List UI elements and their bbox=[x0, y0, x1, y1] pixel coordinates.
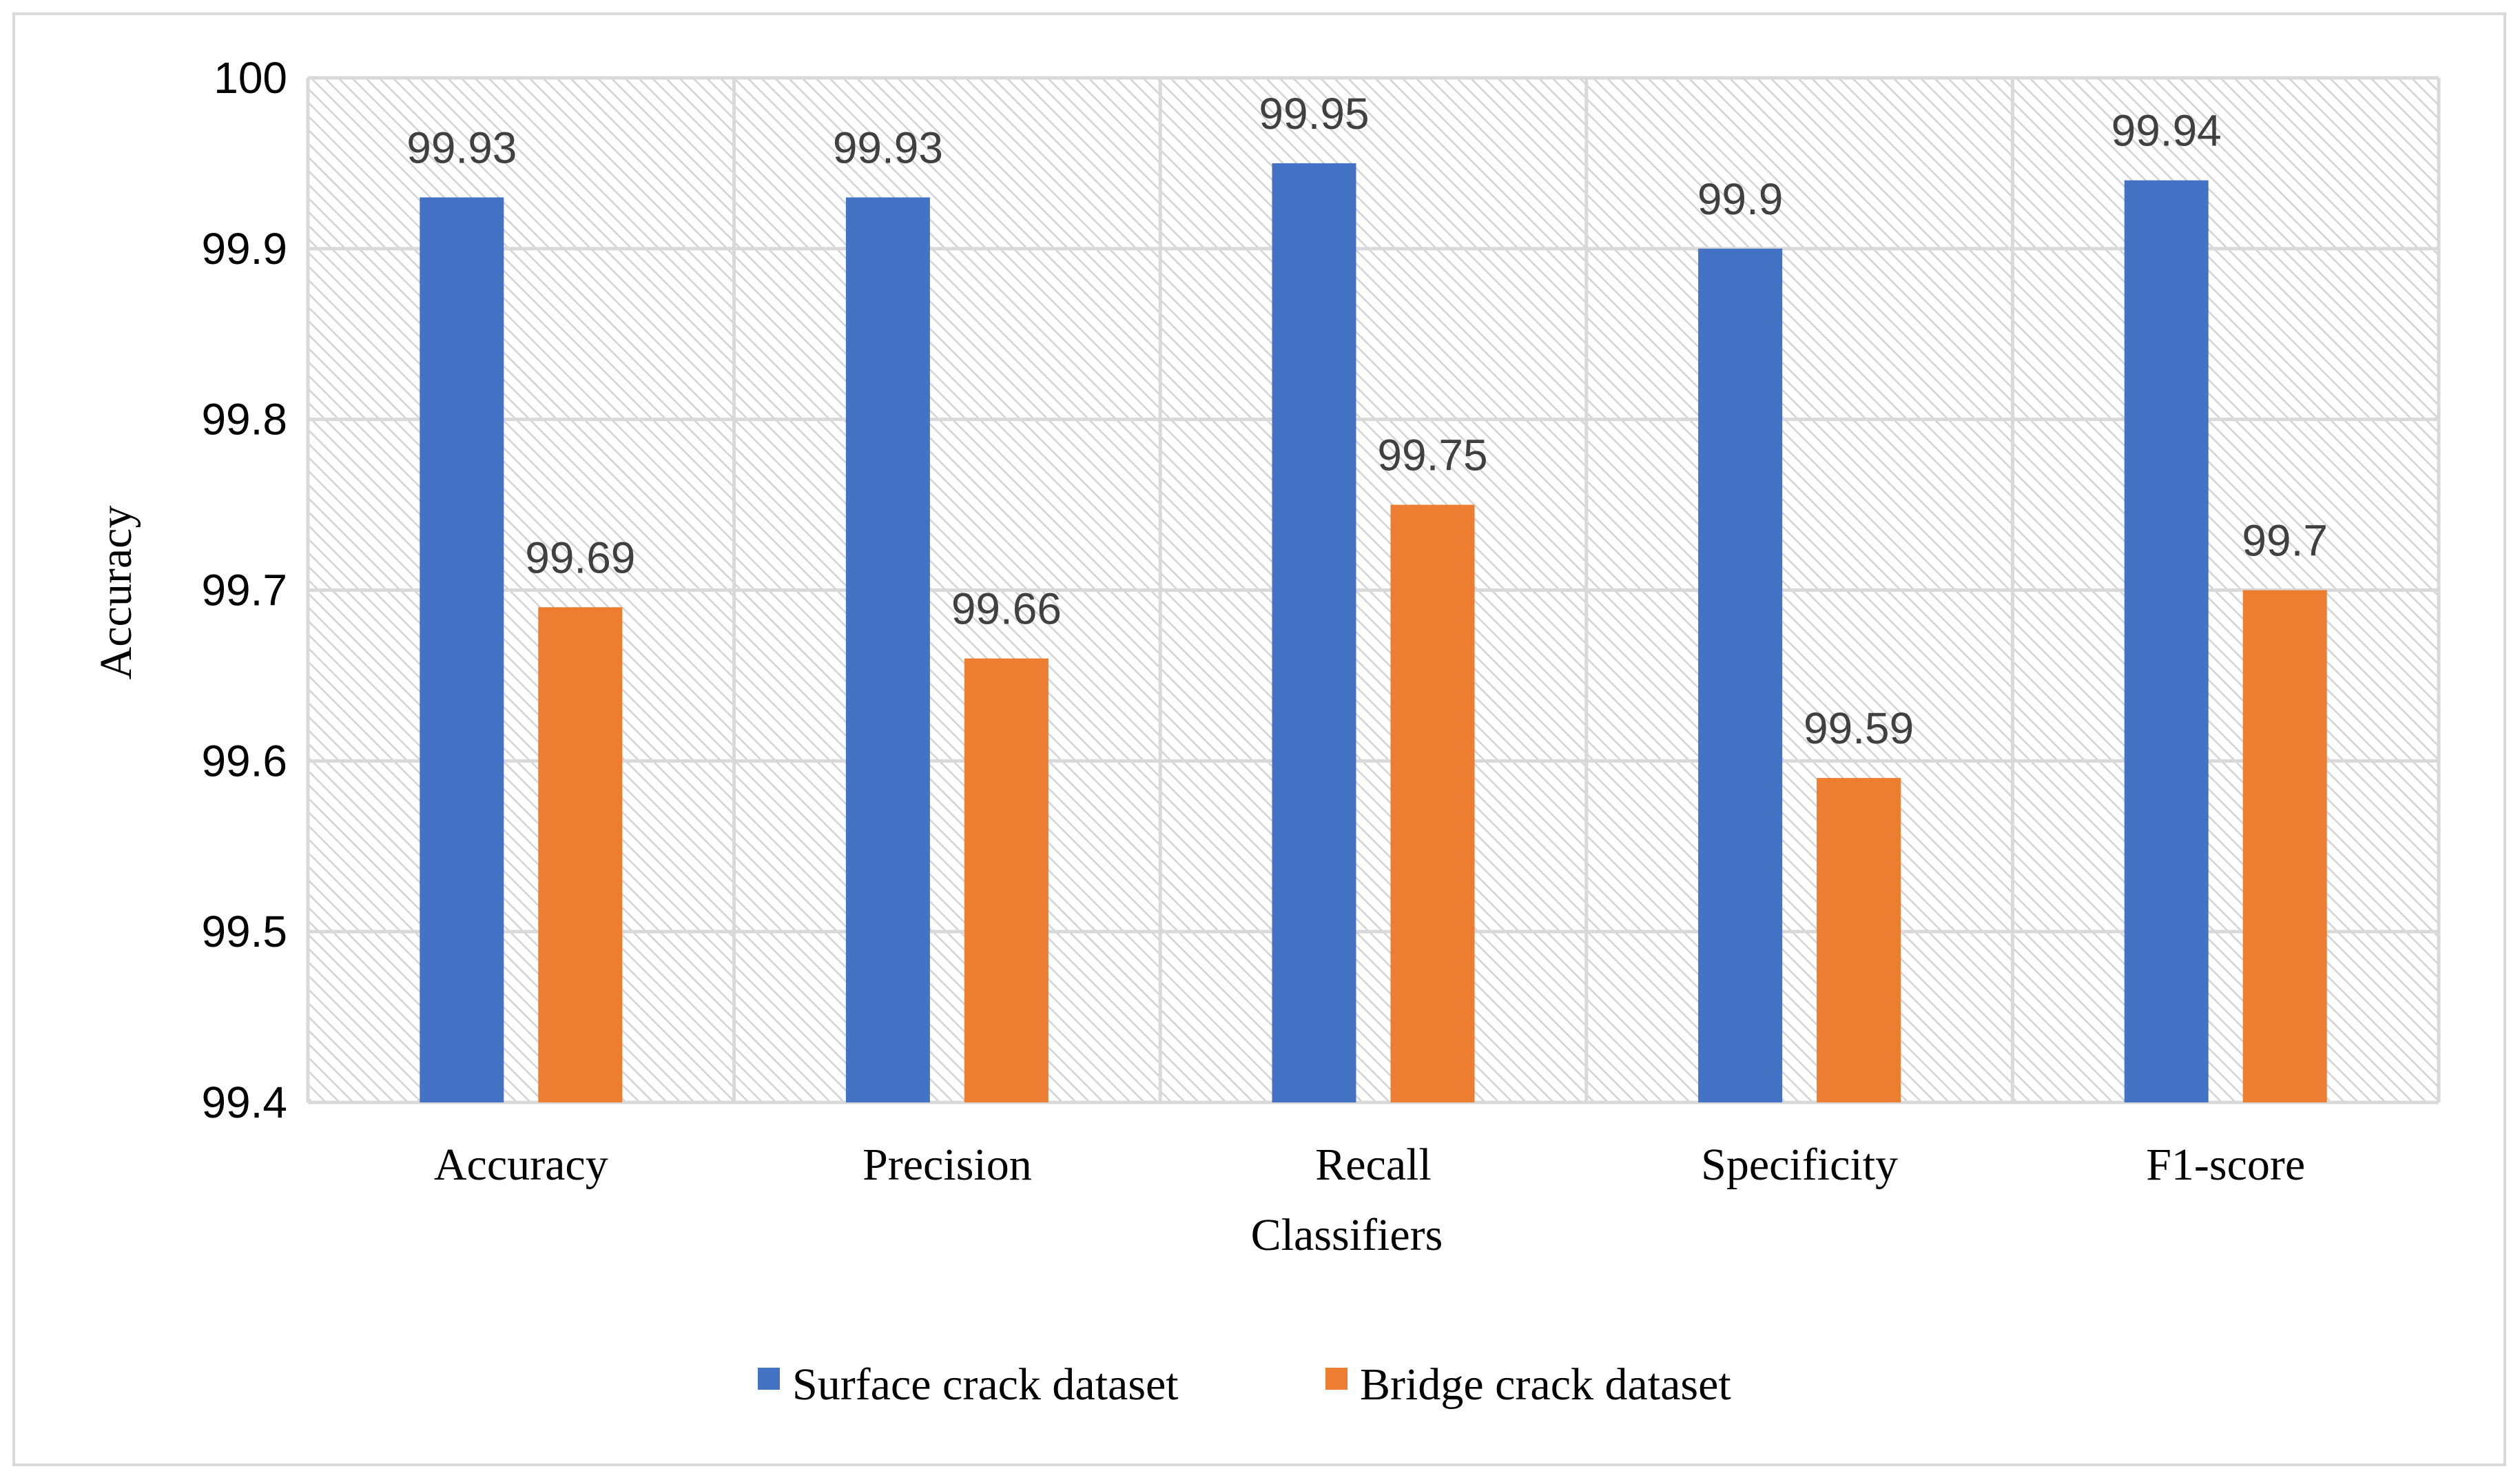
y-axis-title: Accuracy bbox=[91, 506, 141, 680]
legend-swatch-surface bbox=[758, 1368, 780, 1390]
bar-surface bbox=[2124, 180, 2209, 1103]
bar-bridge bbox=[1390, 504, 1475, 1102]
bar-surface bbox=[1272, 163, 1356, 1103]
y-tick-label: 99.9 bbox=[201, 224, 287, 274]
y-tick-label: 99.6 bbox=[201, 736, 287, 785]
gridlines bbox=[306, 76, 2441, 1104]
y-tick-label: 100 bbox=[214, 53, 287, 103]
y-axis-ticks: 99.4 99.5 99.6 99.7 99.8 99.9 100 bbox=[201, 53, 287, 1127]
bar-value-label: 99.7 bbox=[2242, 516, 2328, 566]
bar-value-label: 99.93 bbox=[406, 123, 517, 172]
x-tick-label: Recall bbox=[1315, 1140, 1432, 1190]
bar-value-label: 99.9 bbox=[1697, 174, 1784, 224]
bar-value-label: 99.95 bbox=[1259, 89, 1369, 138]
y-tick-label: 99.7 bbox=[201, 566, 287, 615]
bar-bridge bbox=[2242, 590, 2327, 1102]
y-tick-label: 99.5 bbox=[201, 907, 287, 956]
legend-label-bridge: Bridge crack dataset bbox=[1360, 1359, 1731, 1410]
y-tick-label: 99.4 bbox=[201, 1078, 287, 1127]
y-tick-label: 99.8 bbox=[201, 395, 287, 444]
x-axis-ticks: Accuracy Precision Recall Specificity F1-sco… bbox=[434, 1140, 2305, 1190]
x-tick-label: Accuracy bbox=[434, 1140, 608, 1190]
bars bbox=[420, 163, 2327, 1103]
bar-surface bbox=[1698, 248, 1783, 1102]
x-axis-title: Classifiers bbox=[1251, 1210, 1443, 1260]
legend-label-surface: Surface crack dataset bbox=[792, 1359, 1179, 1410]
bar-bridge bbox=[964, 658, 1049, 1102]
bar-value-label: 99.75 bbox=[1377, 431, 1487, 480]
x-tick-label: F1-score bbox=[2146, 1140, 2305, 1190]
x-tick-label: Precision bbox=[863, 1140, 1032, 1190]
bar-surface bbox=[845, 197, 930, 1102]
legend-swatch-bridge bbox=[1325, 1368, 1347, 1390]
data-labels: 99.93 99.69 99.93 99.66 99.95 99.75 99.9 99.59 9… bbox=[406, 89, 2328, 753]
bar-value-label: 99.69 bbox=[525, 533, 635, 582]
bar-surface bbox=[420, 197, 504, 1102]
bar-value-label: 99.59 bbox=[1804, 703, 1914, 753]
bar-bridge bbox=[538, 607, 623, 1102]
x-tick-label: Specificity bbox=[1701, 1140, 1898, 1190]
bar-bridge bbox=[1817, 778, 1901, 1102]
bar-value-label: 99.94 bbox=[2111, 106, 2222, 156]
bar-value-label: 99.93 bbox=[833, 123, 943, 172]
bar-value-label: 99.66 bbox=[951, 584, 1062, 634]
legend: Surface crack dataset Bridge crack datas… bbox=[758, 1359, 1731, 1410]
